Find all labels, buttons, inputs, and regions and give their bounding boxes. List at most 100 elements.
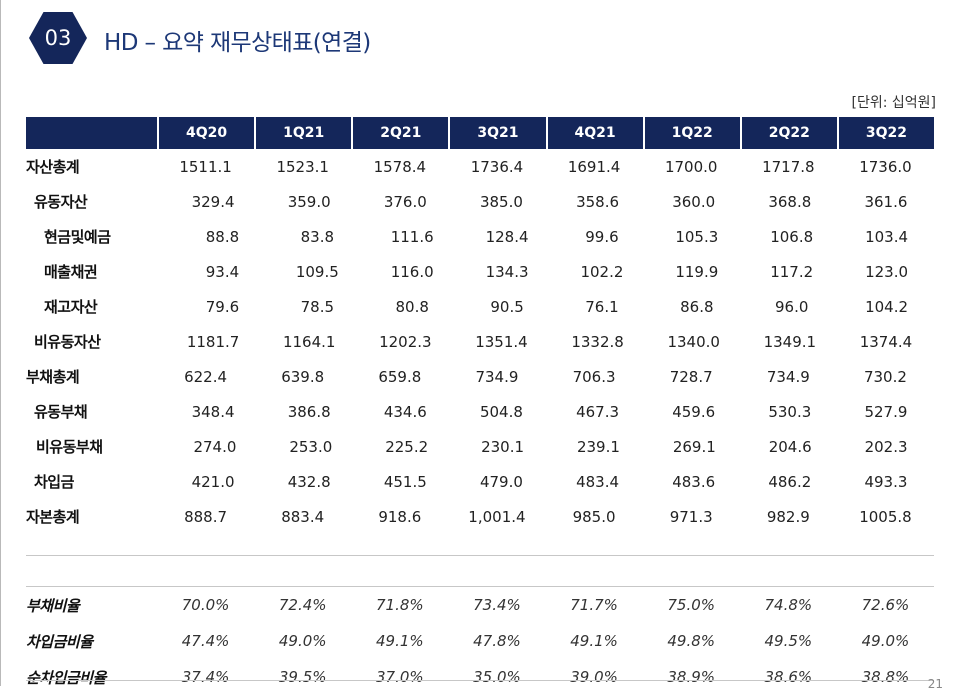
table-row: 차입금 421.0 432.8 451.5 479.0 483.4 483.6 … [26, 464, 934, 499]
table-cell: 421.0 [191, 472, 235, 491]
table-cell: 1005.8 [859, 507, 912, 526]
table-cell: 728.7 [669, 367, 713, 386]
row-label: 부채총계 [26, 368, 80, 386]
page-title: HD – 요약 재무상태표(연결) [104, 30, 371, 56]
ratio-cell: 39.5% [278, 668, 327, 686]
table-cell: 109.5 [295, 262, 339, 281]
table-cell: 230.1 [481, 437, 525, 456]
table-cell: 253.0 [289, 437, 333, 456]
column-header: 2Q22 [739, 117, 837, 149]
left-border-line [0, 0, 1, 686]
table-divider [26, 534, 934, 556]
table-header-row: 4Q20 1Q21 2Q21 3Q21 4Q21 1Q22 2Q22 3Q22 [26, 117, 934, 149]
ratio-cell: 38.6% [764, 668, 813, 686]
table-cell: 622.4 [184, 367, 228, 386]
table-cell: 269.1 [672, 437, 716, 456]
table-cell: 1351.4 [475, 332, 528, 351]
table-cell: 459.6 [672, 402, 716, 421]
table-cell: 888.7 [184, 507, 228, 526]
table-cell: 639.8 [281, 367, 325, 386]
row-label: 비유동자산 [34, 333, 101, 351]
table-cell: 103.4 [865, 227, 909, 246]
table-cell: 358.6 [576, 192, 620, 211]
table-cell: 128.4 [485, 227, 529, 246]
ratio-cell: 47.4% [181, 632, 230, 650]
table-row: 유동자산 329.4 359.0 376.0 385.0 358.6 360.0… [26, 184, 934, 219]
ratio-cell: 38.8% [861, 668, 910, 686]
table-cell: 432.8 [287, 472, 331, 491]
ratio-cell: 71.7% [570, 596, 618, 614]
ratio-cell: 38.9% [667, 668, 716, 686]
table-cell: 504.8 [479, 402, 523, 421]
table-row: 현금및예금 88.8 83.8 111.6 128.4 99.6 105.3 1… [26, 219, 934, 254]
table-cell: 1700.0 [664, 157, 718, 176]
table-cell: 111.6 [390, 227, 434, 246]
table-cell: 368.8 [768, 192, 812, 211]
row-label: 현금및예금 [44, 228, 111, 246]
ratio-row: 순차입금비율 37.4% 39.5% 37.0% 35.0% 39.0% 38.… [26, 659, 934, 695]
table-cell: 483.4 [576, 472, 620, 491]
table-row: 자산총계 1511.1 1523.1 1578.4 1736.4 1691.4 … [26, 149, 934, 184]
table-cell: 1736.4 [470, 157, 524, 176]
table-cell: 90.5 [490, 297, 524, 316]
table-cell: 134.3 [485, 262, 529, 281]
column-header: 3Q21 [448, 117, 545, 149]
table-row: 재고자산 79.6 78.5 80.8 90.5 76.1 86.8 96.0 … [26, 289, 934, 324]
table-row: 자본총계 888.7 883.4 918.6 1,001.4 985.0 971… [26, 499, 934, 534]
table-cell: 106.8 [770, 227, 814, 246]
table-cell: 348.4 [191, 402, 235, 421]
table-cell: 360.0 [672, 192, 716, 211]
ratio-cell: 71.8% [375, 596, 424, 614]
ratio-cell: 49.0% [861, 632, 910, 650]
ratio-label: 차입금비율 [26, 632, 93, 651]
ratio-cell: 49.8% [667, 632, 716, 650]
table-cell: 116.0 [390, 262, 434, 281]
column-header: 2Q21 [351, 117, 448, 149]
ratio-cell: 37.0% [375, 668, 424, 686]
section-number: 03 [44, 26, 72, 50]
table-cell: 1340.0 [667, 332, 720, 351]
table-cell: 76.1 [585, 297, 619, 316]
table-cell: 734.9 [766, 367, 810, 386]
table-cell: 83.8 [300, 227, 335, 246]
table-cell: 659.8 [378, 367, 422, 386]
page-number: 21 [927, 677, 943, 691]
table-cell: 434.6 [383, 402, 427, 421]
table-cell: 530.3 [768, 402, 812, 421]
table-cell: 329.4 [191, 192, 235, 211]
table-row: 부채총계 622.4 639.8 659.8 734.9 706.3 728.7… [26, 359, 934, 394]
ratio-cell: 47.8% [473, 632, 521, 650]
table-cell: 1736.0 [859, 157, 912, 176]
table-row: 매출채권 93.4 109.5 116.0 134.3 102.2 119.9 … [26, 254, 934, 289]
table-cell: 376.0 [383, 192, 427, 211]
table-cell: 204.6 [768, 437, 812, 456]
table-cell: 359.0 [287, 192, 331, 211]
table-cell: 1374.4 [859, 332, 913, 351]
ratio-cell: 49.0% [278, 632, 327, 650]
table-cell: 96.0 [774, 297, 809, 316]
table-cell: 79.6 [205, 297, 240, 316]
ratio-row: 부채비율 70.0% 72.4% 71.8% 73.4% 71.7% 75.0%… [26, 587, 934, 623]
column-header: 4Q21 [545, 117, 643, 149]
table-cell: 239.1 [576, 437, 620, 456]
table-row: 비유동부채 274.0 253.0 225.2 230.1 239.1 269.… [26, 429, 934, 464]
ratio-cell: 73.4% [473, 596, 521, 614]
table-cell: 386.8 [287, 402, 331, 421]
table-cell: 730.2 [863, 367, 907, 386]
table-cell: 1511.1 [179, 157, 232, 176]
unit-note: [단위: 십억원] [851, 95, 937, 111]
row-label: 유동부채 [34, 403, 88, 421]
column-header: 1Q22 [642, 117, 740, 149]
table-cell: 385.0 [479, 192, 523, 211]
ratio-cell: 72.6% [861, 596, 910, 614]
section-number-badge: 03 [29, 12, 87, 64]
table-cell: 479.0 [479, 472, 523, 491]
table-cell: 1,001.4 [468, 507, 526, 526]
header-label-cell [26, 117, 157, 149]
table-cell: 117.2 [770, 262, 814, 281]
column-header: 1Q21 [254, 117, 351, 149]
table-cell: 225.2 [385, 437, 429, 456]
column-header: 4Q20 [157, 117, 254, 149]
ratio-cell: 39.0% [570, 668, 618, 686]
column-header: 3Q22 [836, 117, 934, 149]
